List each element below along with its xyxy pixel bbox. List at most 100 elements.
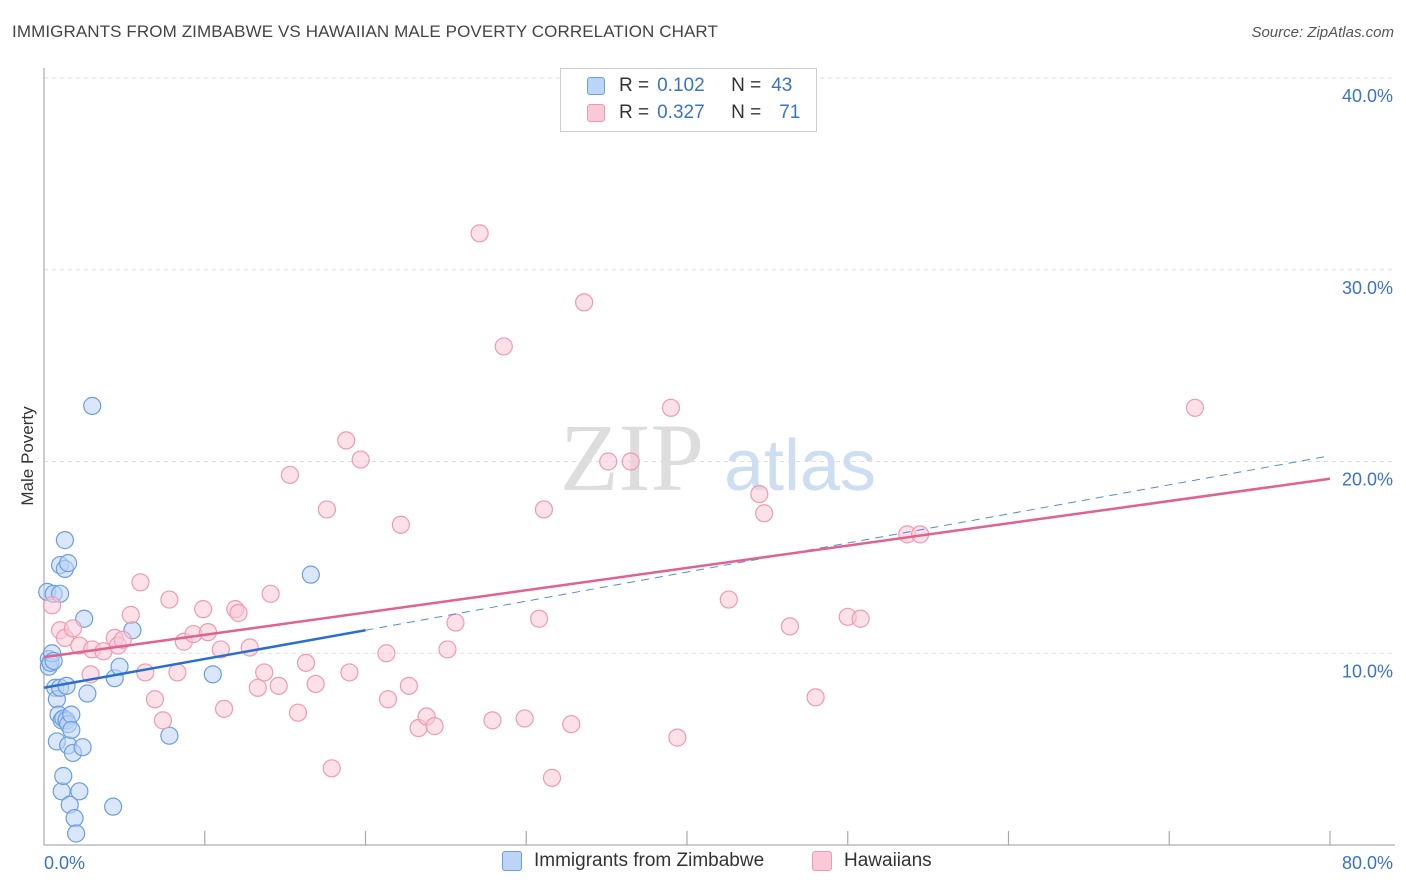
hawaiian-point: [280, 465, 300, 485]
zimbabwe-point: [160, 726, 179, 745]
legend-r-value: 0.327: [657, 102, 705, 123]
zimbabwe-point: [83, 396, 102, 415]
hawaiian-point: [269, 676, 288, 695]
zimbabwe-point: [54, 766, 73, 786]
hawaiian-point: [438, 640, 457, 659]
legend-n-value: 71: [779, 102, 801, 123]
hawaiian-point: [806, 688, 825, 707]
hawaiian-point: [214, 699, 234, 718]
y-tick-label: 40.0%: [1342, 86, 1393, 106]
y-tick-label: 30.0%: [1342, 278, 1393, 298]
hawaiian-point: [42, 596, 62, 615]
hawaiian-point: [750, 484, 769, 504]
legend-swatch-pink: [587, 104, 605, 122]
axis-layer: 10.0% 20.0% 30.0% 40.0% 0.0% 80.0%: [43, 68, 1395, 873]
zimbabwe-point: [62, 720, 81, 740]
chart-title: IMMIGRANTS FROM ZIMBABWE VS HAWAIIAN MAL…: [12, 22, 718, 41]
hawaiian-point: [1185, 398, 1205, 417]
legend-r-value: 0.102: [657, 75, 705, 96]
legend-n-label: N =: [731, 102, 762, 123]
y-tick-label: 20.0%: [1342, 470, 1393, 490]
legend-n-label: N =: [731, 75, 762, 96]
hawaiian-point: [515, 709, 534, 728]
hawaiian-point: [378, 690, 398, 709]
series-legend-hawaiians: Hawaiians: [812, 850, 932, 872]
hawaiian-point: [63, 619, 83, 638]
hawaiian-point: [425, 717, 444, 736]
legend-row-hawaiians: R = 0.327 N = 71: [587, 100, 800, 126]
points-layer: [38, 224, 1205, 843]
zimbabwe-point: [78, 684, 97, 703]
series-legend-label: Immigrants from Zimbabwe: [534, 850, 765, 871]
hawaiian-point: [317, 500, 337, 519]
zimbabwe-point: [62, 705, 81, 724]
watermark-atlas: atlas: [724, 426, 876, 506]
hawaiian-point: [391, 515, 410, 534]
hawaiian-point: [296, 653, 316, 672]
hawaiian-point: [661, 398, 681, 417]
hawaiian-point: [229, 603, 248, 623]
trend-layer: [43, 455, 1331, 689]
hawaiian-trend-line: [43, 477, 1331, 659]
hawaiian-point: [340, 663, 359, 682]
hawaiian-point: [153, 711, 173, 730]
hawaiian-point: [121, 605, 140, 625]
hawaiian-point: [351, 450, 370, 469]
hawaiian-point: [562, 715, 581, 734]
hawaiian-point: [113, 630, 132, 649]
zimbabwe-point: [65, 809, 84, 828]
zimbabwe-point: [59, 554, 78, 573]
hawaiian-point: [575, 293, 594, 312]
hawaiian-point: [198, 623, 218, 642]
hawaiian-point: [470, 224, 489, 243]
hawaiian-point: [599, 452, 618, 471]
hawaiian-point: [194, 600, 213, 619]
hawaiian-point: [668, 728, 687, 747]
zimbabwe-point: [67, 824, 86, 843]
series-swatch-pink: [812, 851, 832, 871]
hawaiian-point: [621, 452, 640, 471]
series-legend-zimbabwe: Immigrants from Zimbabwe: [502, 850, 764, 872]
hawaiian-point: [145, 690, 165, 709]
hawaiian-point: [261, 584, 280, 603]
hawaiian-point: [530, 609, 549, 628]
hawaiian-point: [131, 573, 150, 592]
legend-n-value: 43: [771, 75, 793, 96]
hawaiian-point: [240, 638, 259, 657]
legend-r-label: R =: [619, 75, 650, 96]
hawaiian-point: [255, 663, 274, 682]
series-swatch-blue: [502, 851, 522, 871]
source-label: Source: ZipAtlas.com: [1251, 24, 1394, 41]
hawaiian-point: [248, 678, 267, 697]
zimbabwe-trend-line: [43, 629, 366, 689]
legend-r-label: R =: [619, 102, 650, 123]
hawaiian-point: [719, 590, 738, 609]
zimbabwe-point: [73, 738, 92, 757]
hawaiian-point: [136, 663, 155, 682]
hawaiian-point: [542, 768, 562, 787]
hawaiian-point: [377, 644, 396, 663]
hawaiian-point: [322, 759, 341, 778]
stats-legend: R = 0.102 N = 43 R = 0.327 N = 71: [560, 68, 817, 132]
hawaiian-point: [211, 640, 230, 659]
hawaiian-point: [534, 500, 554, 519]
hawaiian-point: [483, 711, 502, 730]
hawaiian-point: [780, 617, 799, 636]
hawaiian-point: [306, 674, 325, 694]
hawaiian-point: [755, 504, 774, 523]
series-legend-label: Hawaiians: [844, 850, 932, 871]
hawaiian-point: [288, 703, 308, 722]
legend-row-zimbabwe: R = 0.102 N = 43: [587, 73, 792, 99]
zimbabwe-point: [70, 782, 89, 801]
legend-swatch-blue: [587, 77, 605, 95]
hawaiian-point: [160, 590, 179, 609]
grid-layer: [44, 77, 1395, 654]
y-tick-label: 10.0%: [1342, 661, 1393, 681]
zimbabwe-trend-dashed: [365, 455, 1331, 631]
zimbabwe-point: [55, 531, 74, 550]
watermark: ZIP atlas: [560, 404, 876, 511]
hawaiian-point: [446, 613, 465, 632]
zimbabwe-point: [301, 565, 320, 584]
x-tick-label-min: 0.0%: [44, 853, 85, 873]
